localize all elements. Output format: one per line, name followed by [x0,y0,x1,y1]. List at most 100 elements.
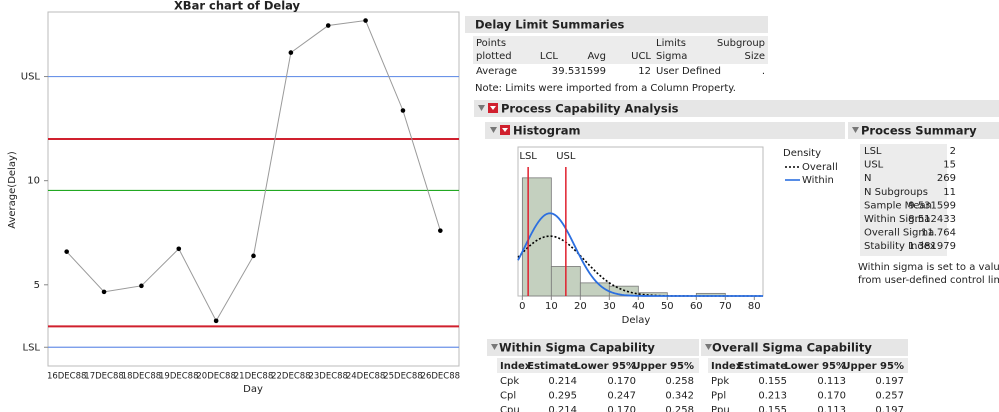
panel-header [487,339,699,356]
table-cell: 0.170 [817,391,846,402]
legend-label: Within [802,175,834,186]
disclosure-icon[interactable] [705,344,712,350]
table-cell: 0.113 [817,405,846,412]
note: Within sigma is set to a value der [858,262,999,273]
table-header: Points [476,38,506,49]
panel-header [474,100,999,117]
note: from user-defined control limits. [858,275,999,286]
y-axis-label: Average(Delay) [7,151,18,229]
menu-arrow [490,106,496,110]
table-cell: 0.113 [817,376,846,387]
summary-value: 11.764 [921,228,956,239]
density-curve [517,212,763,297]
x-tick-label: 17DEC88 [84,372,123,382]
table-cell: 0.197 [875,405,904,412]
x-tick-label: 20 [574,301,587,312]
summary-label: Overall Sigma [864,228,934,239]
disclosure-icon[interactable] [478,105,485,111]
table-cell: Cpk [500,376,519,387]
x-tick-label: 18DEC88 [122,372,161,382]
y-tick-label: USL [21,72,41,83]
table-cell: 0.170 [607,405,636,412]
table-header: Upper 95% [842,361,904,372]
table-cell: 0.155 [758,376,787,387]
data-point [251,253,256,259]
x-tick-label: 0 [519,301,525,312]
x-tick-label: 30 [603,301,616,312]
x-tick-label: 50 [661,301,674,312]
table-cell: Cpl [500,391,516,402]
table-header: Limits [656,38,686,49]
x-tick-label: 80 [748,301,761,312]
disclosure-icon[interactable] [490,127,497,133]
table-header: UCL [631,51,651,62]
x-tick-label: 24DEC88 [346,372,385,382]
disclosure-icon[interactable] [852,127,859,133]
x-tick-label: 26DEC88 [421,372,460,382]
table-cell: 12 [638,66,651,77]
density-curve [517,235,763,297]
data-point [438,228,443,233]
table-cell: 0.214 [548,376,577,387]
spec-label: USL [556,151,576,162]
menu-arrow [502,128,508,132]
table-header: LCL [540,51,559,62]
summary-value: 269 [937,173,956,184]
table-header: Index [711,361,743,372]
panel-header [848,122,999,139]
panel-title: Process Summary [861,124,977,138]
table-header-bg [473,36,768,64]
data-point [325,23,331,28]
table-cell: Ppl [711,391,726,402]
panel-header [701,339,908,356]
data-point [400,108,406,113]
table-cell: 0.258 [665,405,694,412]
table-header: Upper 95% [632,361,694,372]
note: Note: Limits were imported from a Column… [475,83,736,94]
table-header: Lower 95% [574,361,636,372]
histogram-frame [517,146,764,297]
table-cell: 0.155 [758,405,787,412]
table-cell: Cpu [500,405,520,412]
x-tick-label: 70 [719,301,732,312]
table-header: Estimate [737,361,787,372]
summary-label: Sample Mean [864,200,932,211]
summary-label: Within Sigma [864,214,930,225]
summary-value: 15 [943,160,956,171]
table-cell: 0.213 [758,391,787,402]
x-tick-label: 25DEC88 [383,372,422,382]
x-axis-label: Delay [622,315,651,326]
table-cell: 0.170 [607,376,636,387]
summary-value: 11 [943,187,956,198]
spec-label: LSL [519,151,537,162]
panel-title: Delay Limit Summaries [475,18,624,32]
summary-label: N [864,173,871,184]
data-point [288,50,294,55]
y-tick-label: LSL [23,342,41,353]
data-point [176,246,182,252]
data-point [139,283,144,289]
x-tick-label: 10 [545,301,558,312]
summary-value: 2 [950,146,956,157]
x-tick-label: 23DEC88 [308,372,347,382]
x-tick-label: 60 [690,301,703,312]
chart-title: XBar chart of Delay [174,0,301,13]
summary-label: N Subgroups [864,187,928,198]
summary-label: USL [864,160,884,171]
x-tick-label: 21DEC88 [234,372,273,382]
panel-title: Within Sigma Capability [499,341,655,355]
x-tick-label: 40 [632,301,645,312]
plot-frame [47,11,460,367]
table-cell: 9.531599 [558,66,606,77]
table-header-bg [497,358,699,373]
x-tick-label: 16DEC88 [47,372,86,382]
table-cell: Ppu [711,405,730,412]
table-header: Lower 95% [784,361,846,372]
x-axis-label: Day [243,384,263,395]
x-tick-label: 19DEC88 [159,372,198,382]
table-header: Subgroup [717,38,765,49]
disclosure-icon[interactable] [491,344,498,350]
summary-value: 8.512433 [908,214,956,225]
data-point [213,318,219,324]
